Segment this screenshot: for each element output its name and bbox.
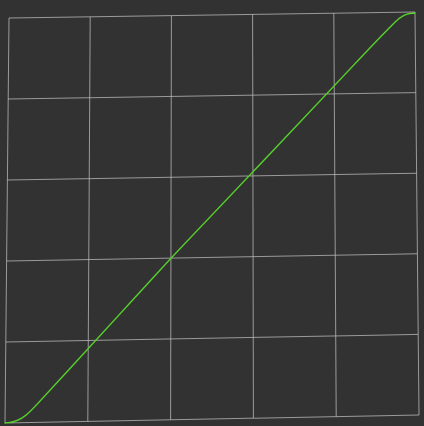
grid-line-vertical: [170, 15, 172, 420]
series-line: [4, 12, 416, 424]
grid-line-horizontal: [4, 414, 420, 424]
grid-line-horizontal: [8, 92, 416, 100]
grid-line-horizontal: [6, 253, 418, 262]
grid-line-horizontal: [5, 333, 419, 343]
series-layer: [4, 12, 416, 424]
grid-line-horizontal: [8, 11, 416, 19]
grid-line-vertical: [4, 17, 10, 424]
grid-line-vertical: [333, 13, 337, 417]
grid-line-horizontal: [7, 172, 417, 181]
grid-line-vertical: [87, 16, 91, 422]
grid-layer: [4, 11, 420, 424]
grid-line-vertical: [252, 14, 254, 419]
grid-line-vertical: [414, 11, 420, 416]
